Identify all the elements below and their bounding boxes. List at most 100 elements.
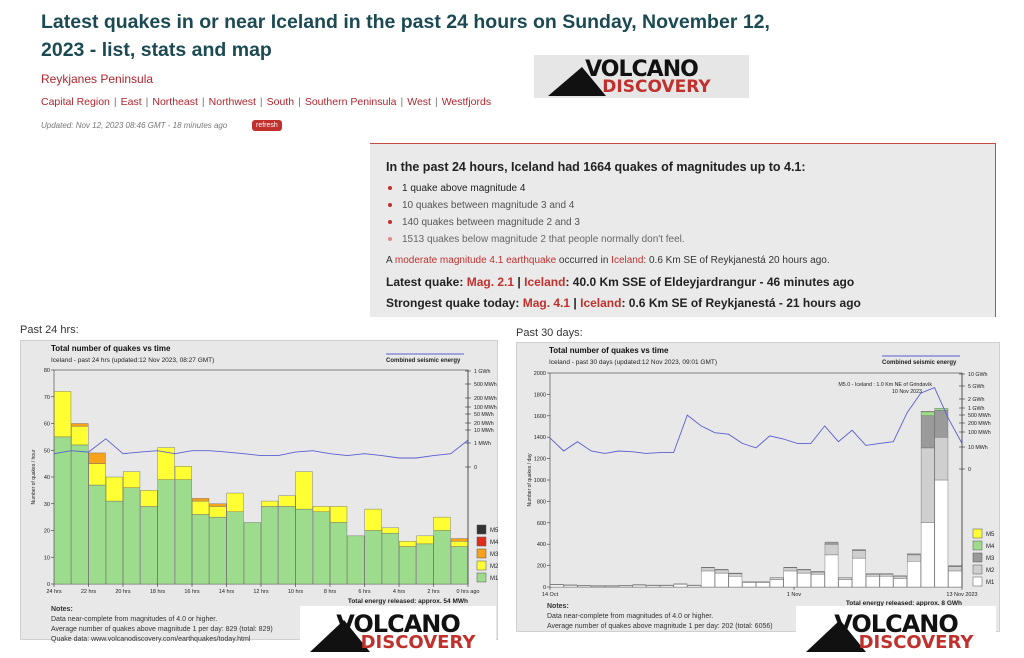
legend-label: M1 xyxy=(490,576,499,582)
subregion-link[interactable]: East xyxy=(120,96,142,108)
bar-segment-m1 xyxy=(838,579,853,588)
bar-segment-m2 xyxy=(261,500,279,507)
bar-segment-m2 xyxy=(907,554,921,562)
strongest-mag-link[interactable]: Mag. 4.1 xyxy=(522,296,571,310)
bar-segment-m1 xyxy=(330,522,348,585)
volcano-discovery-logo[interactable]: VOLCANO DISCOVERY xyxy=(534,55,749,98)
subregion-link[interactable]: West xyxy=(407,96,431,108)
y-tick-label: 800 xyxy=(537,499,546,505)
logo-text-top: VOLCANO xyxy=(834,610,959,638)
bar-segment-m1 xyxy=(811,573,825,588)
bar-segment-m1 xyxy=(278,506,296,585)
bar-segment-m2 xyxy=(450,540,468,547)
logo-text-bottom: DISCOVERY xyxy=(360,632,476,653)
subregion-link[interactable]: Northeast xyxy=(152,96,198,108)
y-tick-label: 1800 xyxy=(534,392,546,398)
volcano-discovery-logo[interactable]: VOLCANO DISCOVERY xyxy=(796,606,996,654)
bar-segment-m2 xyxy=(591,585,605,587)
logo-text-top: VOLCANO xyxy=(336,610,461,638)
bar-segment-m1 xyxy=(934,479,949,588)
legend-label: M3 xyxy=(986,556,995,562)
bar-segment-m1 xyxy=(140,506,158,585)
subregion-link[interactable]: South xyxy=(266,96,295,108)
region-link-reykjanes[interactable]: Reykjanes Peninsula xyxy=(41,72,154,86)
subregion-link[interactable]: Westfjords xyxy=(441,96,492,108)
bar-segment-m1 xyxy=(88,484,106,585)
y-tick-label: 20 xyxy=(44,529,50,535)
bar-segment-m2 xyxy=(673,583,688,585)
moderate-quake-link[interactable]: moderate magnitude 4.1 earthquake xyxy=(394,255,557,266)
x-tick-label: 16 hrs xyxy=(184,589,200,595)
subregion-link[interactable]: Southern Peninsula xyxy=(304,96,397,108)
y-tick-label: 30 xyxy=(44,502,50,508)
legend-swatch-m2 xyxy=(972,564,983,575)
bar-segment-m1 xyxy=(174,479,192,585)
y-tick-label: 600 xyxy=(537,521,546,527)
bar-segment-m2 xyxy=(140,490,158,507)
chart-24hrs-svg: Total number of quakes vs time Iceland - … xyxy=(31,344,499,605)
bar-segment-m2 xyxy=(948,566,962,572)
bar-segment-m1 xyxy=(797,572,811,588)
bar-segment-m1 xyxy=(714,572,729,588)
refresh-button[interactable]: refresh xyxy=(252,120,282,131)
logo-text-bottom: DISCOVERY xyxy=(602,77,711,97)
latest-place-link[interactable]: Iceland xyxy=(524,275,566,289)
x-tick-label: 1 Nov xyxy=(787,592,802,598)
x-tick-label: 8 hrs xyxy=(324,589,336,595)
bar-segment-m2 xyxy=(701,567,715,572)
legend-swatch-m5 xyxy=(972,528,983,539)
summary-box: In the past 24 hours, Iceland had 1664 q… xyxy=(370,143,996,317)
bar-segment-m3 xyxy=(934,410,949,438)
chart-annotation: 10 Nov 2023 xyxy=(892,389,922,395)
bar-segment-m1 xyxy=(783,570,798,588)
right-tick-label: 1 MWh xyxy=(474,441,491,447)
strongest-place-link[interactable]: Iceland xyxy=(580,296,622,310)
bar-segment-m1 xyxy=(769,579,784,588)
subregion-separator: | xyxy=(113,96,117,108)
strongest-sep: | xyxy=(573,296,577,310)
right-tick-label: 2 GWh xyxy=(968,397,985,403)
summary-item: 10 quakes between magnitude 3 and 4 xyxy=(388,197,685,214)
right-tick-label: 100 MWh xyxy=(474,405,497,411)
bar-segment-m2 xyxy=(192,500,210,515)
moderate-suffix: : 0.6 Km SE of Reykjanestá 20 hours ago. xyxy=(643,255,830,266)
volcano-discovery-logo[interactable]: VOLCANO DISCOVERY xyxy=(300,606,496,654)
bar-segment-m2 xyxy=(54,391,72,438)
bar-segment-m3 xyxy=(797,569,811,571)
subregion-separator: | xyxy=(400,96,404,108)
bar-segment-m1 xyxy=(399,546,417,585)
bar-segment-m1 xyxy=(416,543,434,585)
bar-segment-m2 xyxy=(934,436,949,481)
legend-swatch-m1 xyxy=(476,572,487,583)
latest-mag-link[interactable]: Mag. 2.1 xyxy=(466,275,515,289)
legend-label: M2 xyxy=(986,568,995,574)
notes-line: Average number of quakes above magnitude… xyxy=(547,623,773,630)
legend-swatch-m4 xyxy=(476,536,487,547)
y-tick-label: 70 xyxy=(44,395,50,401)
bar-segment-m2 xyxy=(632,584,647,586)
x-tick-label: 2 hrs xyxy=(427,589,439,595)
subregion-separator: | xyxy=(259,96,263,108)
right-tick-label: 500 MWh xyxy=(474,382,497,388)
right-tick-label: 200 MWh xyxy=(474,396,497,402)
notes-line: Data near-complete from magnitudes of 4.… xyxy=(547,613,714,620)
bar-segment-m1 xyxy=(192,514,210,585)
bar-segment-m3 xyxy=(893,575,907,577)
bar-segment-m1 xyxy=(563,585,578,588)
bar-segment-m2 xyxy=(563,584,578,586)
bar-segment-m2 xyxy=(838,577,853,580)
subregion-link[interactable]: Capital Region xyxy=(41,96,110,108)
bar-segment-m2 xyxy=(865,573,880,577)
bar-segment-m2 xyxy=(209,506,227,518)
updated-timestamp: Updated: Nov 12, 2023 08:46 GMT - 18 min… xyxy=(41,121,228,130)
x-tick-label: 12 hrs xyxy=(253,589,269,595)
x-tick-label: 20 hrs xyxy=(115,589,131,595)
moderate-place-link[interactable]: Iceland xyxy=(611,255,644,266)
chart-annotation: M5.0 - Iceland : 1.0 Km NE of Grindavík xyxy=(838,382,932,388)
bar-segment-m2 xyxy=(433,516,451,531)
subregion-link[interactable]: Northwest xyxy=(208,96,256,108)
y-tick-label: 10 xyxy=(44,555,50,561)
logo-text-top: VOLCANO xyxy=(585,57,699,82)
strongest-rest: : 0.6 Km SE of Reykjanestá - 21 hours ag… xyxy=(621,296,861,310)
legend-label: M4 xyxy=(986,544,995,550)
